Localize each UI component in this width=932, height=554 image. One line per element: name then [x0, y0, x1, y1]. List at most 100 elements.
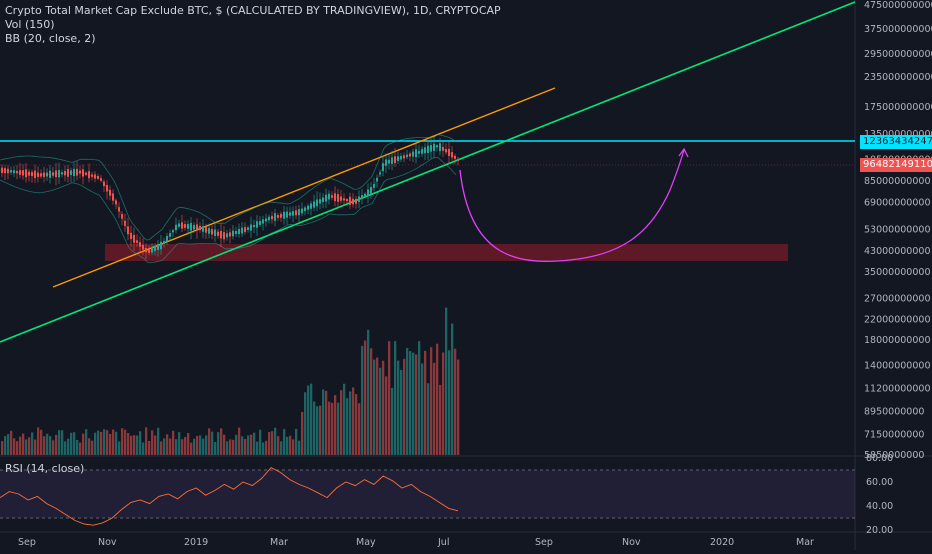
candle [286, 211, 288, 218]
candle [340, 196, 342, 201]
candle [214, 229, 216, 237]
candle [166, 236, 168, 242]
candle [70, 170, 72, 175]
candle [139, 242, 141, 247]
candle [364, 193, 366, 196]
candle [133, 234, 135, 243]
volume-bar [268, 431, 271, 455]
volume-bar [379, 367, 382, 455]
time-tick-label: Sep [18, 537, 36, 548]
volume-bar [256, 441, 259, 455]
time-tick-label: Jul [437, 537, 449, 548]
volume-legend[interactable]: Vol (150) [5, 18, 55, 31]
candle [46, 172, 48, 177]
volume-bar [358, 403, 361, 455]
candle [10, 170, 12, 173]
volume-bar [454, 348, 457, 455]
volume-bar [109, 433, 112, 455]
volume-bar [106, 430, 109, 455]
volume-bar [46, 433, 49, 455]
candle [202, 226, 204, 232]
candle [274, 213, 276, 221]
volume-bar [289, 435, 292, 455]
volume-bar [259, 429, 262, 455]
volume-bar [16, 441, 19, 455]
rsi-tick-label: 60.00 [866, 477, 893, 488]
volume-bar [418, 341, 421, 455]
candle [448, 148, 450, 156]
candle [4, 168, 6, 174]
volume-bar [4, 436, 7, 455]
price-tick-label: 27000000000 [864, 293, 931, 304]
volume-bar [403, 358, 406, 455]
candle [43, 172, 45, 177]
bollinger-legend[interactable]: BB (20, close, 2) [5, 32, 96, 45]
volume-bar [136, 435, 139, 455]
volume-bar [145, 427, 148, 455]
candle [73, 168, 75, 177]
volume-bar [319, 405, 322, 455]
candle [373, 183, 375, 188]
candle [205, 227, 207, 233]
volume-bar [364, 340, 367, 455]
rsi-line [0, 467, 459, 526]
candle [259, 221, 261, 225]
candle [64, 170, 66, 176]
candle [301, 208, 303, 214]
volume-bar [346, 398, 349, 455]
volume-bar [436, 343, 439, 455]
chart-title: Crypto Total Market Cap Exclude BTC, $ (… [5, 4, 501, 17]
candle [334, 193, 336, 202]
volume-bar [439, 384, 442, 455]
volume-bar [241, 436, 244, 455]
price-tick-label: 8950000000 [864, 406, 924, 417]
volume-bar [31, 432, 34, 455]
volume-bar [343, 383, 346, 455]
rsi-legend[interactable]: RSI (14, close) [5, 462, 85, 475]
rsi-tick-label: 80.00 [866, 453, 893, 464]
candle [229, 232, 231, 237]
volume-bar [448, 350, 451, 455]
volume-bar [121, 428, 124, 455]
volume-bar [127, 433, 130, 455]
volume-bar [172, 430, 175, 455]
price-tick-label: 295000000000 [864, 49, 932, 60]
candle [223, 232, 225, 240]
candle [241, 227, 243, 234]
price-tick-label: 11200000000 [864, 384, 931, 395]
volume-bar [163, 438, 166, 455]
candle [100, 178, 102, 181]
volume-bar [286, 436, 289, 455]
volume-bar [310, 383, 313, 455]
candle [121, 214, 123, 219]
candle [295, 210, 297, 216]
candle [247, 227, 249, 230]
candle [178, 223, 180, 227]
candle [199, 225, 201, 231]
rsi-tick-label: 20.00 [866, 525, 893, 536]
candle [409, 153, 411, 157]
volume-bar [370, 348, 373, 455]
volume-bar [271, 431, 274, 455]
volume-bar [58, 430, 61, 455]
volume-bar [331, 402, 334, 455]
candle [22, 170, 24, 176]
candle [385, 159, 387, 166]
volume-bar [205, 435, 208, 455]
rsi-tick-label: 40.00 [866, 501, 893, 512]
candle [88, 171, 90, 179]
volume-bar [415, 354, 418, 455]
time-tick-label: May [356, 537, 376, 548]
volume-bar [25, 439, 28, 455]
volume-bar [82, 433, 85, 455]
volume-bar [244, 439, 247, 455]
volume-bar [247, 435, 250, 455]
price-tick-label: 14000000000 [864, 361, 931, 372]
candle [328, 193, 330, 200]
candle [355, 198, 357, 204]
candle [256, 221, 258, 228]
candle [151, 247, 153, 253]
candle [406, 154, 408, 158]
candle [370, 187, 372, 195]
